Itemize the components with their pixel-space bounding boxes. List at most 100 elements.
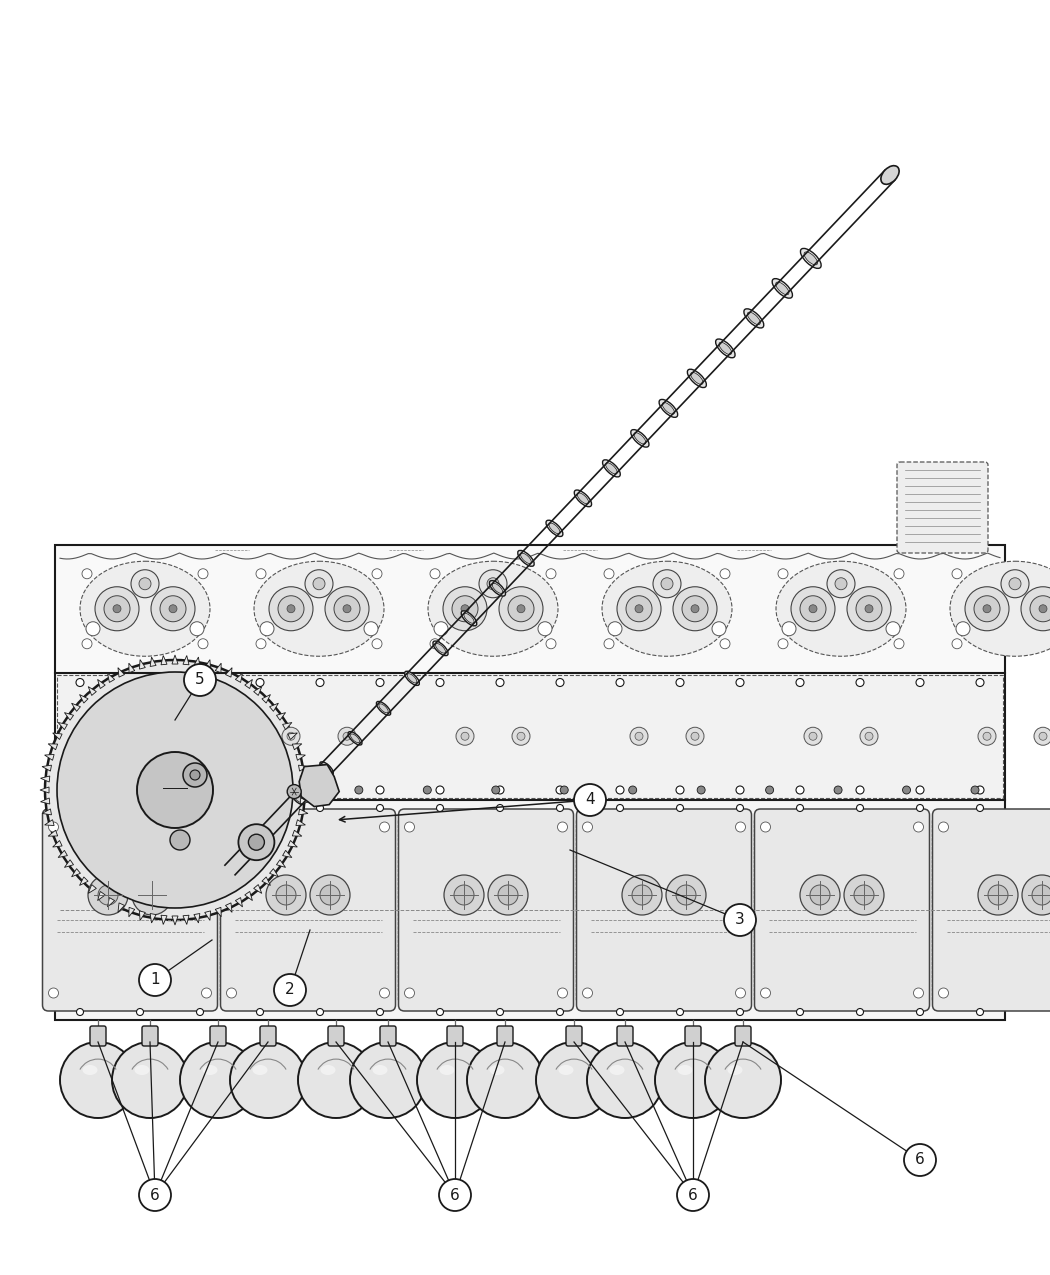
Ellipse shape bbox=[578, 493, 589, 504]
Polygon shape bbox=[161, 915, 167, 924]
Polygon shape bbox=[42, 808, 51, 815]
Text: 5: 5 bbox=[195, 672, 205, 687]
Polygon shape bbox=[44, 755, 55, 760]
Circle shape bbox=[98, 885, 118, 905]
Circle shape bbox=[983, 604, 991, 613]
Circle shape bbox=[676, 885, 696, 905]
Circle shape bbox=[835, 578, 847, 590]
Polygon shape bbox=[215, 663, 222, 673]
Circle shape bbox=[338, 727, 356, 746]
Polygon shape bbox=[64, 859, 74, 867]
Circle shape bbox=[538, 622, 552, 636]
FancyBboxPatch shape bbox=[328, 1026, 344, 1045]
Polygon shape bbox=[107, 898, 114, 907]
Circle shape bbox=[587, 1042, 663, 1118]
Circle shape bbox=[616, 1009, 624, 1015]
Circle shape bbox=[82, 639, 92, 649]
Circle shape bbox=[430, 639, 440, 649]
Ellipse shape bbox=[349, 732, 362, 745]
Ellipse shape bbox=[663, 403, 674, 414]
Ellipse shape bbox=[606, 463, 617, 474]
Circle shape bbox=[198, 639, 208, 649]
Circle shape bbox=[976, 678, 984, 686]
Bar bbox=[57, 674, 1003, 798]
Circle shape bbox=[377, 1009, 383, 1015]
Circle shape bbox=[1034, 727, 1050, 746]
Polygon shape bbox=[245, 680, 252, 688]
Polygon shape bbox=[58, 723, 67, 729]
Circle shape bbox=[686, 727, 704, 746]
Circle shape bbox=[94, 586, 139, 631]
Circle shape bbox=[546, 569, 556, 579]
Circle shape bbox=[635, 732, 643, 741]
Circle shape bbox=[169, 732, 177, 741]
Circle shape bbox=[57, 672, 293, 908]
Circle shape bbox=[865, 732, 873, 741]
Polygon shape bbox=[276, 713, 286, 720]
FancyBboxPatch shape bbox=[90, 1026, 106, 1045]
Circle shape bbox=[865, 604, 873, 613]
Polygon shape bbox=[118, 903, 125, 913]
Circle shape bbox=[797, 1009, 803, 1015]
Ellipse shape bbox=[292, 792, 304, 805]
Ellipse shape bbox=[320, 761, 333, 775]
Circle shape bbox=[160, 595, 186, 622]
Polygon shape bbox=[282, 850, 292, 858]
Circle shape bbox=[556, 785, 564, 794]
Circle shape bbox=[350, 1042, 426, 1118]
FancyBboxPatch shape bbox=[380, 1026, 396, 1045]
Circle shape bbox=[844, 875, 884, 915]
FancyBboxPatch shape bbox=[447, 1026, 463, 1045]
Polygon shape bbox=[235, 673, 243, 682]
Circle shape bbox=[971, 785, 979, 794]
Ellipse shape bbox=[264, 822, 276, 834]
Circle shape bbox=[260, 622, 274, 636]
Circle shape bbox=[278, 595, 304, 622]
Circle shape bbox=[430, 569, 440, 579]
Circle shape bbox=[856, 678, 864, 686]
Polygon shape bbox=[80, 877, 88, 885]
Circle shape bbox=[372, 639, 382, 649]
Circle shape bbox=[827, 570, 855, 598]
Polygon shape bbox=[44, 820, 55, 825]
Circle shape bbox=[791, 586, 835, 631]
Polygon shape bbox=[98, 680, 105, 688]
Polygon shape bbox=[276, 859, 286, 867]
Circle shape bbox=[760, 988, 771, 998]
Polygon shape bbox=[215, 908, 222, 917]
Polygon shape bbox=[296, 820, 306, 825]
Circle shape bbox=[939, 822, 948, 833]
Circle shape bbox=[439, 1179, 471, 1211]
FancyBboxPatch shape bbox=[566, 1026, 582, 1045]
Circle shape bbox=[423, 785, 432, 794]
Circle shape bbox=[379, 988, 390, 998]
Ellipse shape bbox=[407, 673, 417, 683]
Circle shape bbox=[202, 822, 211, 833]
Circle shape bbox=[558, 988, 567, 998]
Circle shape bbox=[48, 988, 59, 998]
Text: 6: 6 bbox=[450, 1187, 460, 1202]
Circle shape bbox=[712, 622, 726, 636]
Polygon shape bbox=[129, 908, 134, 917]
Circle shape bbox=[136, 805, 144, 811]
Circle shape bbox=[1021, 586, 1050, 631]
Polygon shape bbox=[205, 659, 210, 669]
Ellipse shape bbox=[428, 561, 558, 657]
Ellipse shape bbox=[603, 460, 621, 477]
Circle shape bbox=[131, 570, 159, 598]
Circle shape bbox=[76, 678, 84, 686]
Circle shape bbox=[417, 1042, 494, 1118]
Circle shape bbox=[682, 595, 708, 622]
Polygon shape bbox=[42, 765, 51, 771]
Ellipse shape bbox=[719, 342, 732, 354]
Circle shape bbox=[517, 604, 525, 613]
Circle shape bbox=[778, 639, 788, 649]
Circle shape bbox=[170, 830, 190, 850]
FancyBboxPatch shape bbox=[42, 810, 217, 1011]
Circle shape bbox=[218, 785, 226, 794]
Polygon shape bbox=[282, 723, 292, 729]
Text: 4: 4 bbox=[585, 793, 594, 807]
Circle shape bbox=[288, 784, 301, 798]
Circle shape bbox=[800, 595, 826, 622]
Circle shape bbox=[676, 805, 684, 811]
